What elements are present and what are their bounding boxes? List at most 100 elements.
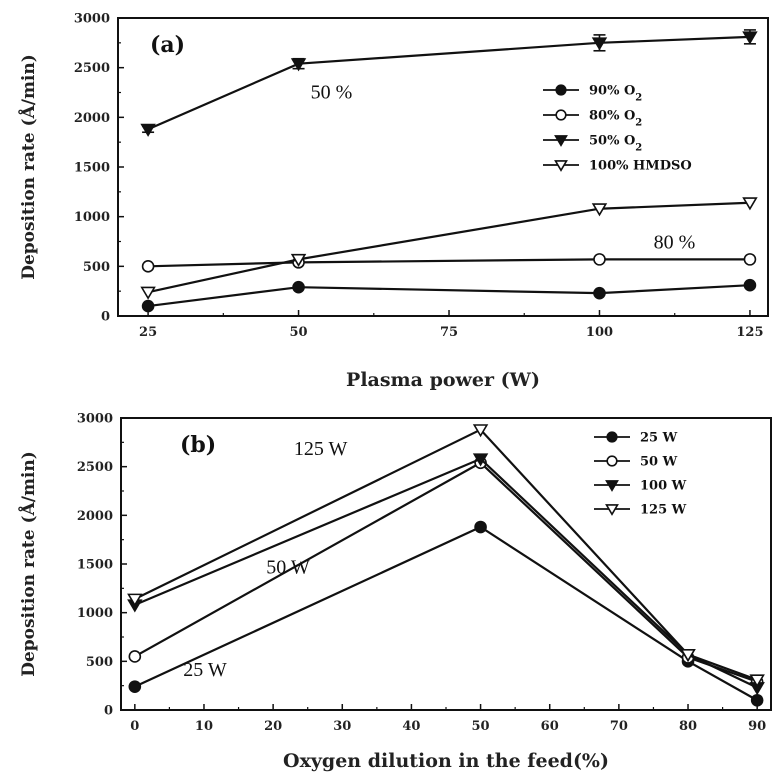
- data-point: [128, 680, 142, 693]
- x-axis-label: Oxygen dilution in the feed(%): [283, 750, 609, 772]
- data-point: [742, 31, 758, 45]
- legend-item-25-w: 25 W: [594, 431, 678, 446]
- x-tick-label: 90: [748, 719, 766, 734]
- data-point: [128, 650, 142, 663]
- y-axis-label: Deposition rate (Å/min): [17, 54, 39, 280]
- legend: 25 W 50 W 100 W 125 W: [594, 431, 687, 518]
- x-tick-label: 25: [139, 325, 157, 340]
- data-point: [743, 253, 757, 266]
- y-tick-label: 2000: [74, 111, 110, 126]
- series-line: [134, 525, 758, 702]
- series-50-o2: [140, 29, 758, 137]
- legend-item-125-w: 125 W: [594, 503, 687, 518]
- x-tick-label: 40: [402, 719, 420, 734]
- legend-label: 50% O2: [589, 134, 642, 154]
- annotation-50-w: 50 W: [266, 557, 310, 579]
- data-point: [140, 286, 156, 300]
- legend: 90% O2 80% O2 50% O2 100% HMDSO: [543, 84, 692, 174]
- panel-label: (a): [150, 32, 185, 58]
- data-point: [474, 520, 487, 534]
- x-tick-label: 50: [472, 719, 490, 734]
- legend-item-100-w: 100 W: [594, 479, 687, 494]
- series-25-w: [128, 520, 764, 707]
- legend-marker: [606, 455, 618, 467]
- series-90-o2: [141, 278, 757, 313]
- y-tick-label: 2500: [74, 61, 110, 76]
- data-point: [472, 453, 489, 467]
- data-point: [140, 123, 156, 137]
- series-line: [134, 428, 758, 681]
- x-tick-label: 0: [130, 719, 139, 734]
- data-point: [472, 424, 489, 438]
- x-tick-label: 30: [333, 719, 351, 734]
- y-tick-label: 500: [86, 655, 113, 670]
- y-tick-label: 1500: [74, 161, 110, 176]
- legend-item-100-hmdso: 100% HMDSO: [543, 159, 692, 174]
- legend-label: 80% O2: [589, 109, 642, 129]
- legend-item-80-o2: 80% O2: [543, 109, 642, 129]
- legend-marker: [605, 480, 619, 492]
- series-line: [147, 201, 750, 294]
- data-point: [743, 278, 757, 292]
- series-line: [147, 284, 751, 308]
- annotation-125-w: 125 W: [294, 438, 348, 460]
- annotation-80: 80 %: [654, 231, 696, 253]
- series-line: [147, 35, 750, 131]
- annotation-25-w: 25 W: [183, 659, 227, 681]
- y-tick-label: 1500: [77, 558, 113, 573]
- y-tick-label: 3000: [77, 412, 113, 427]
- y-tick-label: 3000: [74, 12, 110, 27]
- x-tick-label: 80: [679, 719, 697, 734]
- y-tick-label: 2500: [77, 460, 113, 475]
- y-tick-label: 1000: [74, 210, 110, 225]
- legend-label: 100 W: [640, 479, 687, 494]
- legend-marker: [605, 504, 619, 516]
- series-125-w: [127, 424, 765, 688]
- y-tick-label: 2000: [77, 509, 113, 524]
- x-axis-label: Plasma power (W): [346, 369, 540, 391]
- series-100-hmdso: [140, 197, 758, 300]
- data-point: [750, 693, 764, 707]
- panel-label: (b): [180, 432, 216, 458]
- legend-item-90-o2: 90% O2: [543, 84, 642, 104]
- legend-marker: [555, 84, 567, 96]
- legend-marker: [554, 135, 568, 147]
- legend-item-50-o2: 50% O2: [543, 134, 642, 154]
- x-tick-label: 100: [586, 325, 613, 340]
- legend-marker: [555, 109, 567, 121]
- series-line: [148, 258, 750, 268]
- y-tick-label: 0: [104, 704, 113, 719]
- data-point: [292, 280, 305, 294]
- legend-item-50-w: 50 W: [594, 455, 678, 470]
- data-point: [127, 593, 143, 607]
- y-tick-label: 0: [101, 310, 110, 325]
- y-tick-label: 500: [83, 260, 110, 275]
- legend-label: 125 W: [640, 503, 687, 518]
- series-line: [134, 457, 758, 689]
- annotation-50: 50 %: [311, 81, 353, 103]
- data-point: [680, 649, 696, 663]
- data-point: [742, 197, 758, 211]
- data-point: [591, 37, 608, 51]
- x-tick-label: 125: [736, 325, 763, 340]
- x-tick-label: 20: [264, 719, 282, 734]
- series-line: [134, 461, 758, 683]
- data-point: [290, 58, 307, 72]
- y-axis-label: Deposition rate (Å/min): [17, 451, 39, 677]
- data-point: [593, 253, 606, 266]
- legend-marker: [606, 431, 618, 443]
- data-point: [141, 260, 155, 273]
- data-point: [591, 203, 608, 217]
- data-point: [749, 674, 765, 688]
- x-tick-label: 70: [610, 719, 628, 734]
- x-tick-label: 50: [290, 325, 308, 340]
- series-80-o2: [141, 253, 757, 273]
- panel-a: 0 500 1000 1500 2000 2500 3000 25 50 75 100 125 Plas…: [17, 12, 769, 391]
- y-tick-label: 1000: [77, 606, 113, 621]
- legend-label: 90% O2: [589, 84, 642, 104]
- x-tick-label: 60: [541, 719, 559, 734]
- legend-label: 25 W: [640, 431, 678, 446]
- data-point: [593, 286, 606, 300]
- data-point: [141, 299, 155, 313]
